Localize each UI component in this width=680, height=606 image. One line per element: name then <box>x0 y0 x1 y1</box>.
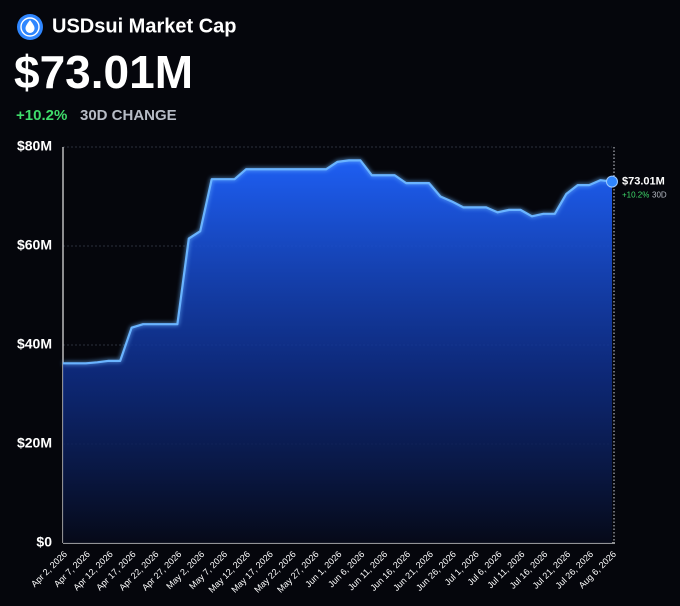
headline-value: $73.01M <box>14 46 193 98</box>
area <box>63 160 612 543</box>
line <box>63 159 613 365</box>
logo <box>17 14 43 40</box>
y-tick-label: $80M <box>17 138 52 154</box>
change: +10.2% <box>16 107 67 124</box>
end-period: 30D <box>652 191 667 200</box>
end-change: +10.2% <box>622 191 649 200</box>
y-tick-label: $0 <box>36 534 52 550</box>
change-label: 30D CHANGE <box>80 107 177 124</box>
end-point <box>606 175 618 188</box>
y-tick-label: $40M <box>17 336 52 352</box>
title: USDsui Market Cap <box>52 15 237 37</box>
y-tick-label: $20M <box>17 435 52 451</box>
end-value-label: $73.01M <box>622 176 665 188</box>
y-tick-label: $60M <box>17 237 52 253</box>
